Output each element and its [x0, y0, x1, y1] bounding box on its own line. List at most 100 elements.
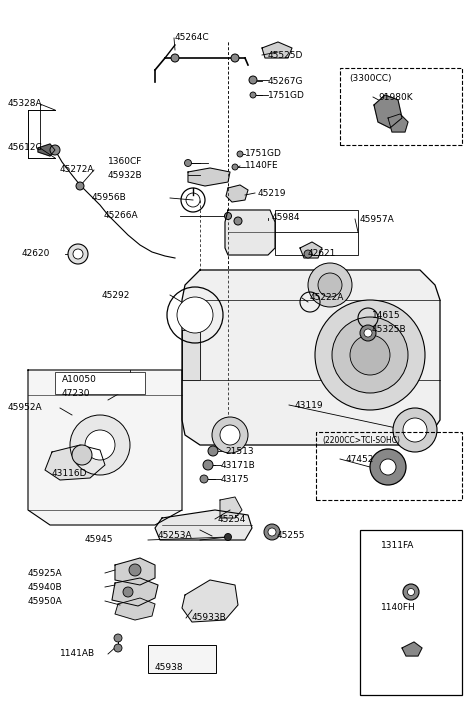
Text: 43116D: 43116D	[52, 468, 87, 478]
Text: 45266A: 45266A	[104, 212, 139, 220]
Polygon shape	[300, 242, 322, 258]
Text: (2200CC>TCI-SOHC): (2200CC>TCI-SOHC)	[322, 436, 400, 446]
Text: 42621: 42621	[308, 249, 337, 257]
Polygon shape	[45, 445, 105, 480]
Polygon shape	[225, 210, 275, 255]
Polygon shape	[402, 642, 422, 656]
Circle shape	[318, 273, 342, 297]
Text: 1751GD: 1751GD	[245, 148, 282, 158]
Text: 43175: 43175	[221, 475, 250, 483]
Text: 45956B: 45956B	[92, 193, 127, 203]
Circle shape	[225, 534, 232, 540]
Circle shape	[249, 76, 257, 84]
Circle shape	[129, 564, 141, 576]
Circle shape	[234, 217, 242, 225]
Text: A10050: A10050	[62, 376, 97, 385]
Circle shape	[231, 54, 239, 62]
Circle shape	[171, 54, 179, 62]
Text: 1311FA: 1311FA	[381, 540, 415, 550]
Circle shape	[177, 297, 213, 333]
Text: 45253A: 45253A	[158, 531, 193, 540]
Text: 1140FH: 1140FH	[381, 603, 415, 613]
Polygon shape	[182, 330, 200, 380]
Text: 1140FE: 1140FE	[245, 161, 279, 171]
Text: 45932B: 45932B	[108, 171, 142, 180]
Circle shape	[220, 425, 240, 445]
Text: 1360CF: 1360CF	[108, 158, 142, 166]
Circle shape	[250, 92, 256, 98]
Circle shape	[72, 445, 92, 465]
Bar	[340, 68, 462, 145]
Polygon shape	[155, 510, 252, 540]
Text: 1141AB: 1141AB	[60, 649, 95, 659]
Circle shape	[114, 644, 122, 652]
Text: 45945: 45945	[85, 536, 113, 545]
Text: (3300CC): (3300CC)	[349, 74, 392, 84]
Circle shape	[76, 182, 84, 190]
Text: 45267G: 45267G	[268, 76, 304, 86]
Text: 45957A: 45957A	[360, 214, 395, 223]
Text: 45940B: 45940B	[28, 582, 63, 592]
Circle shape	[225, 212, 232, 220]
Text: 45938: 45938	[155, 664, 184, 672]
Text: 47230: 47230	[62, 388, 91, 398]
Circle shape	[403, 584, 419, 600]
Circle shape	[200, 475, 208, 483]
Circle shape	[50, 145, 60, 155]
Circle shape	[73, 249, 83, 259]
Circle shape	[304, 250, 312, 258]
Bar	[275, 210, 358, 255]
Text: 45925A: 45925A	[28, 569, 63, 577]
Bar	[55, 372, 145, 394]
Polygon shape	[188, 168, 230, 186]
Text: 45984: 45984	[272, 214, 300, 222]
Text: 1751GD: 1751GD	[268, 90, 305, 100]
Text: 47452: 47452	[346, 454, 375, 464]
Polygon shape	[388, 114, 408, 132]
Circle shape	[308, 263, 352, 307]
Circle shape	[114, 634, 122, 642]
Text: 42620: 42620	[22, 249, 50, 259]
Polygon shape	[182, 580, 238, 622]
Circle shape	[232, 164, 238, 170]
Polygon shape	[112, 578, 158, 606]
Text: 45952A: 45952A	[8, 403, 43, 412]
Bar	[316, 432, 462, 500]
Circle shape	[264, 524, 280, 540]
Circle shape	[403, 418, 427, 442]
Text: 21513: 21513	[225, 446, 254, 456]
Circle shape	[364, 329, 372, 337]
Polygon shape	[115, 598, 155, 620]
Polygon shape	[226, 185, 248, 202]
Circle shape	[268, 528, 276, 536]
Text: 45222A: 45222A	[310, 294, 345, 302]
Polygon shape	[374, 95, 402, 128]
Polygon shape	[182, 270, 440, 445]
Text: 45325B: 45325B	[372, 326, 407, 334]
Polygon shape	[115, 558, 155, 585]
Circle shape	[407, 588, 415, 595]
Circle shape	[350, 335, 390, 375]
Text: 45950A: 45950A	[28, 596, 63, 606]
Circle shape	[332, 317, 408, 393]
Circle shape	[380, 459, 396, 475]
Circle shape	[203, 460, 213, 470]
Circle shape	[85, 430, 115, 460]
Text: 45254: 45254	[218, 515, 246, 523]
Circle shape	[185, 159, 191, 166]
Text: 43171B: 43171B	[221, 460, 256, 470]
Text: 45272A: 45272A	[60, 166, 94, 174]
Bar	[360, 530, 462, 695]
Text: 91980K: 91980K	[378, 92, 413, 102]
Polygon shape	[220, 497, 242, 518]
Text: 45264C: 45264C	[175, 33, 210, 42]
Bar	[148, 645, 216, 673]
Text: 45219: 45219	[258, 188, 287, 198]
Text: 14615: 14615	[372, 310, 400, 319]
Text: 45612C: 45612C	[8, 143, 43, 153]
Circle shape	[68, 244, 88, 264]
Text: 45255: 45255	[277, 531, 306, 540]
Circle shape	[370, 449, 406, 485]
Text: 45328A: 45328A	[8, 100, 43, 108]
Circle shape	[70, 415, 130, 475]
